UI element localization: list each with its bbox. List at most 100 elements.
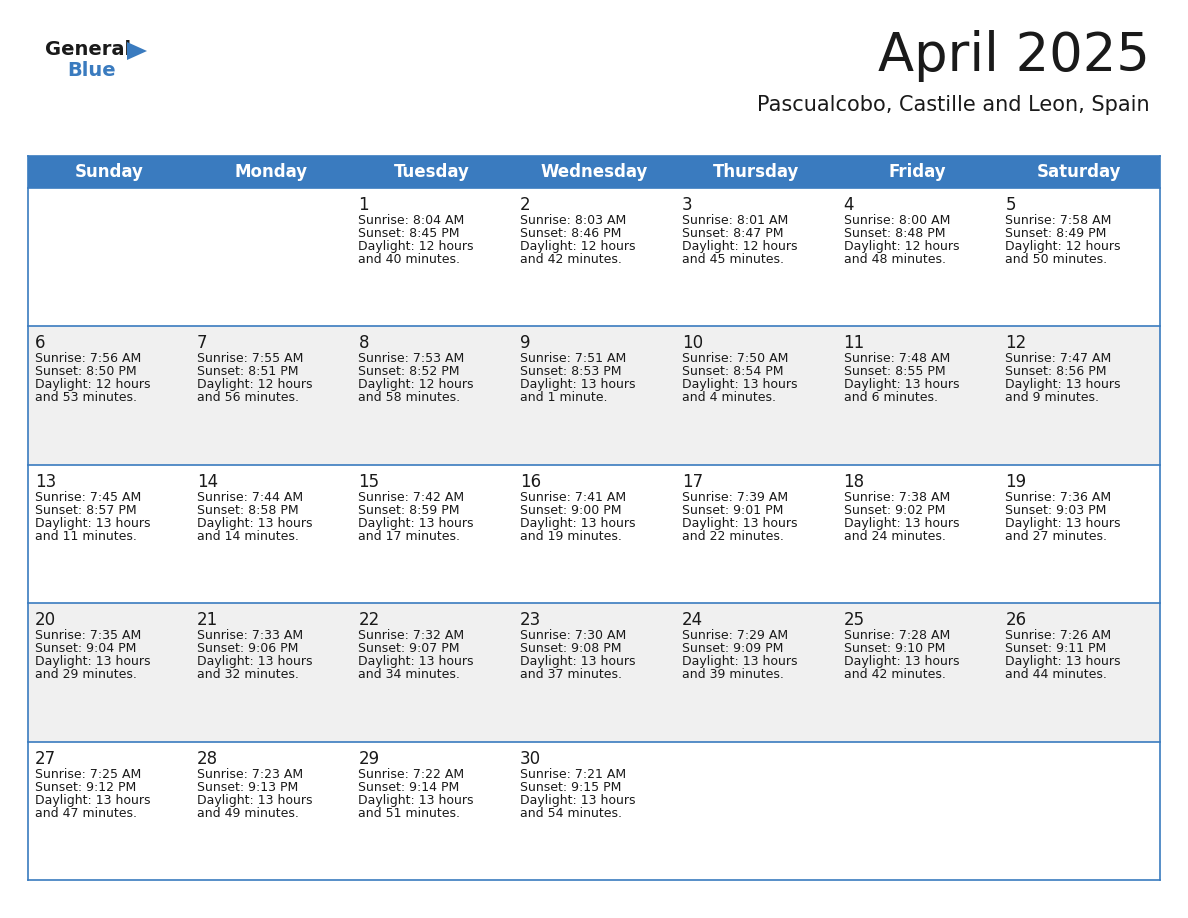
Text: Pascualcobo, Castille and Leon, Spain: Pascualcobo, Castille and Leon, Spain	[758, 95, 1150, 115]
Text: and 4 minutes.: and 4 minutes.	[682, 391, 776, 405]
Text: and 17 minutes.: and 17 minutes.	[359, 530, 461, 543]
Text: Sunrise: 8:04 AM: Sunrise: 8:04 AM	[359, 214, 465, 227]
Text: 24: 24	[682, 611, 703, 629]
Text: and 24 minutes.: and 24 minutes.	[843, 530, 946, 543]
Polygon shape	[127, 42, 147, 60]
Text: Sunrise: 7:41 AM: Sunrise: 7:41 AM	[520, 491, 626, 504]
Text: Sunset: 8:50 PM: Sunset: 8:50 PM	[34, 365, 137, 378]
Text: Daylight: 13 hours: Daylight: 13 hours	[359, 517, 474, 530]
Text: and 40 minutes.: and 40 minutes.	[359, 253, 461, 266]
Text: 7: 7	[197, 334, 207, 353]
Text: and 19 minutes.: and 19 minutes.	[520, 530, 623, 543]
Text: and 48 minutes.: and 48 minutes.	[843, 253, 946, 266]
Text: 17: 17	[682, 473, 703, 491]
Text: Sunset: 8:49 PM: Sunset: 8:49 PM	[1005, 227, 1107, 240]
Text: 23: 23	[520, 611, 542, 629]
Text: Sunset: 9:15 PM: Sunset: 9:15 PM	[520, 780, 621, 793]
Text: Sunday: Sunday	[75, 163, 144, 181]
Text: and 11 minutes.: and 11 minutes.	[34, 530, 137, 543]
Text: Daylight: 13 hours: Daylight: 13 hours	[1005, 378, 1120, 391]
Text: Daylight: 13 hours: Daylight: 13 hours	[197, 793, 312, 807]
Text: Daylight: 12 hours: Daylight: 12 hours	[1005, 240, 1120, 253]
Text: 13: 13	[34, 473, 56, 491]
Text: Sunset: 9:04 PM: Sunset: 9:04 PM	[34, 643, 137, 655]
Text: and 49 minutes.: and 49 minutes.	[197, 807, 298, 820]
Text: and 44 minutes.: and 44 minutes.	[1005, 668, 1107, 681]
Text: 26: 26	[1005, 611, 1026, 629]
Text: 5: 5	[1005, 196, 1016, 214]
Text: Sunset: 8:58 PM: Sunset: 8:58 PM	[197, 504, 298, 517]
Text: and 39 minutes.: and 39 minutes.	[682, 668, 784, 681]
Text: Sunrise: 8:00 AM: Sunrise: 8:00 AM	[843, 214, 950, 227]
Text: and 29 minutes.: and 29 minutes.	[34, 668, 137, 681]
Text: Daylight: 12 hours: Daylight: 12 hours	[359, 378, 474, 391]
Text: Daylight: 13 hours: Daylight: 13 hours	[682, 378, 797, 391]
Text: Sunrise: 7:32 AM: Sunrise: 7:32 AM	[359, 629, 465, 643]
Text: Sunset: 9:09 PM: Sunset: 9:09 PM	[682, 643, 783, 655]
Text: 19: 19	[1005, 473, 1026, 491]
Text: and 47 minutes.: and 47 minutes.	[34, 807, 137, 820]
Bar	[29, 327, 1159, 465]
Text: Daylight: 13 hours: Daylight: 13 hours	[197, 655, 312, 668]
Text: 14: 14	[197, 473, 217, 491]
Text: Daylight: 13 hours: Daylight: 13 hours	[34, 793, 151, 807]
Text: and 22 minutes.: and 22 minutes.	[682, 530, 784, 543]
Text: 29: 29	[359, 750, 379, 767]
Bar	[29, 603, 1159, 742]
Text: 4: 4	[843, 196, 854, 214]
Text: Daylight: 13 hours: Daylight: 13 hours	[359, 793, 474, 807]
Text: Daylight: 13 hours: Daylight: 13 hours	[34, 517, 151, 530]
Bar	[29, 156, 1159, 188]
Text: 9: 9	[520, 334, 531, 353]
Text: and 42 minutes.: and 42 minutes.	[843, 668, 946, 681]
Text: Daylight: 13 hours: Daylight: 13 hours	[843, 378, 959, 391]
Text: Sunrise: 8:03 AM: Sunrise: 8:03 AM	[520, 214, 626, 227]
Text: Daylight: 13 hours: Daylight: 13 hours	[520, 517, 636, 530]
Text: Sunset: 8:48 PM: Sunset: 8:48 PM	[843, 227, 946, 240]
Text: 25: 25	[843, 611, 865, 629]
Text: Sunrise: 7:50 AM: Sunrise: 7:50 AM	[682, 353, 788, 365]
Text: 2: 2	[520, 196, 531, 214]
Text: Sunrise: 7:38 AM: Sunrise: 7:38 AM	[843, 491, 950, 504]
Text: and 27 minutes.: and 27 minutes.	[1005, 530, 1107, 543]
Text: Daylight: 13 hours: Daylight: 13 hours	[682, 517, 797, 530]
Text: Daylight: 13 hours: Daylight: 13 hours	[1005, 517, 1120, 530]
Text: 28: 28	[197, 750, 217, 767]
Text: 30: 30	[520, 750, 542, 767]
Text: Sunrise: 8:01 AM: Sunrise: 8:01 AM	[682, 214, 788, 227]
Text: Sunset: 9:03 PM: Sunset: 9:03 PM	[1005, 504, 1107, 517]
Text: Sunset: 8:56 PM: Sunset: 8:56 PM	[1005, 365, 1107, 378]
Text: Tuesday: Tuesday	[394, 163, 470, 181]
Text: Thursday: Thursday	[713, 163, 798, 181]
Text: and 6 minutes.: and 6 minutes.	[843, 391, 937, 405]
Text: Sunrise: 7:53 AM: Sunrise: 7:53 AM	[359, 353, 465, 365]
Text: 12: 12	[1005, 334, 1026, 353]
Text: and 50 minutes.: and 50 minutes.	[1005, 253, 1107, 266]
Text: Sunrise: 7:47 AM: Sunrise: 7:47 AM	[1005, 353, 1112, 365]
Text: and 14 minutes.: and 14 minutes.	[197, 530, 298, 543]
Text: Sunset: 8:45 PM: Sunset: 8:45 PM	[359, 227, 460, 240]
Bar	[29, 188, 1159, 327]
Text: April 2025: April 2025	[878, 30, 1150, 82]
Text: Sunset: 9:13 PM: Sunset: 9:13 PM	[197, 780, 298, 793]
Text: 20: 20	[34, 611, 56, 629]
Text: Sunset: 8:52 PM: Sunset: 8:52 PM	[359, 365, 460, 378]
Text: Daylight: 13 hours: Daylight: 13 hours	[843, 517, 959, 530]
Text: General: General	[45, 40, 131, 59]
Text: 10: 10	[682, 334, 703, 353]
Text: Daylight: 13 hours: Daylight: 13 hours	[1005, 655, 1120, 668]
Text: Sunset: 8:54 PM: Sunset: 8:54 PM	[682, 365, 783, 378]
Text: Sunrise: 7:33 AM: Sunrise: 7:33 AM	[197, 629, 303, 643]
Text: Sunrise: 7:22 AM: Sunrise: 7:22 AM	[359, 767, 465, 780]
Text: Daylight: 13 hours: Daylight: 13 hours	[34, 655, 151, 668]
Text: Sunset: 9:07 PM: Sunset: 9:07 PM	[359, 643, 460, 655]
Text: Sunrise: 7:56 AM: Sunrise: 7:56 AM	[34, 353, 141, 365]
Text: Sunrise: 7:25 AM: Sunrise: 7:25 AM	[34, 767, 141, 780]
Text: Sunset: 8:51 PM: Sunset: 8:51 PM	[197, 365, 298, 378]
Text: and 58 minutes.: and 58 minutes.	[359, 391, 461, 405]
Text: Daylight: 12 hours: Daylight: 12 hours	[682, 240, 797, 253]
Text: Friday: Friday	[889, 163, 946, 181]
Text: Saturday: Saturday	[1037, 163, 1121, 181]
Text: 15: 15	[359, 473, 379, 491]
Text: Wednesday: Wednesday	[541, 163, 647, 181]
